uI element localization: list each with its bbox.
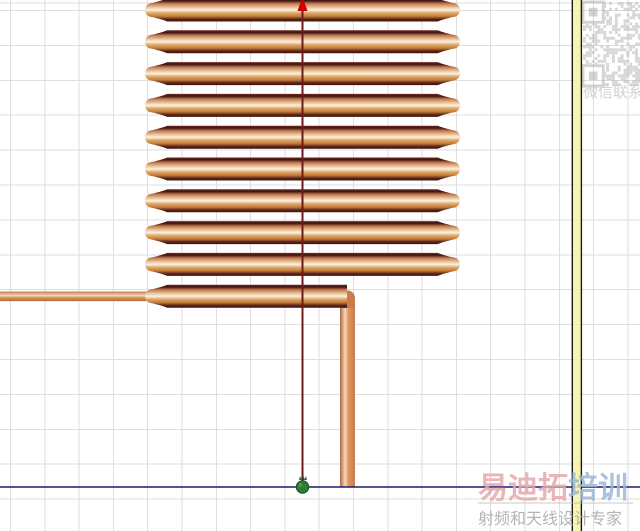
- svg-text:易迪拓培训: 易迪拓培训: [478, 471, 628, 505]
- svg-text:射频和天线设计专家: 射频和天线设计专家: [478, 510, 622, 528]
- svg-text:微信联系: 微信联系: [583, 84, 640, 101]
